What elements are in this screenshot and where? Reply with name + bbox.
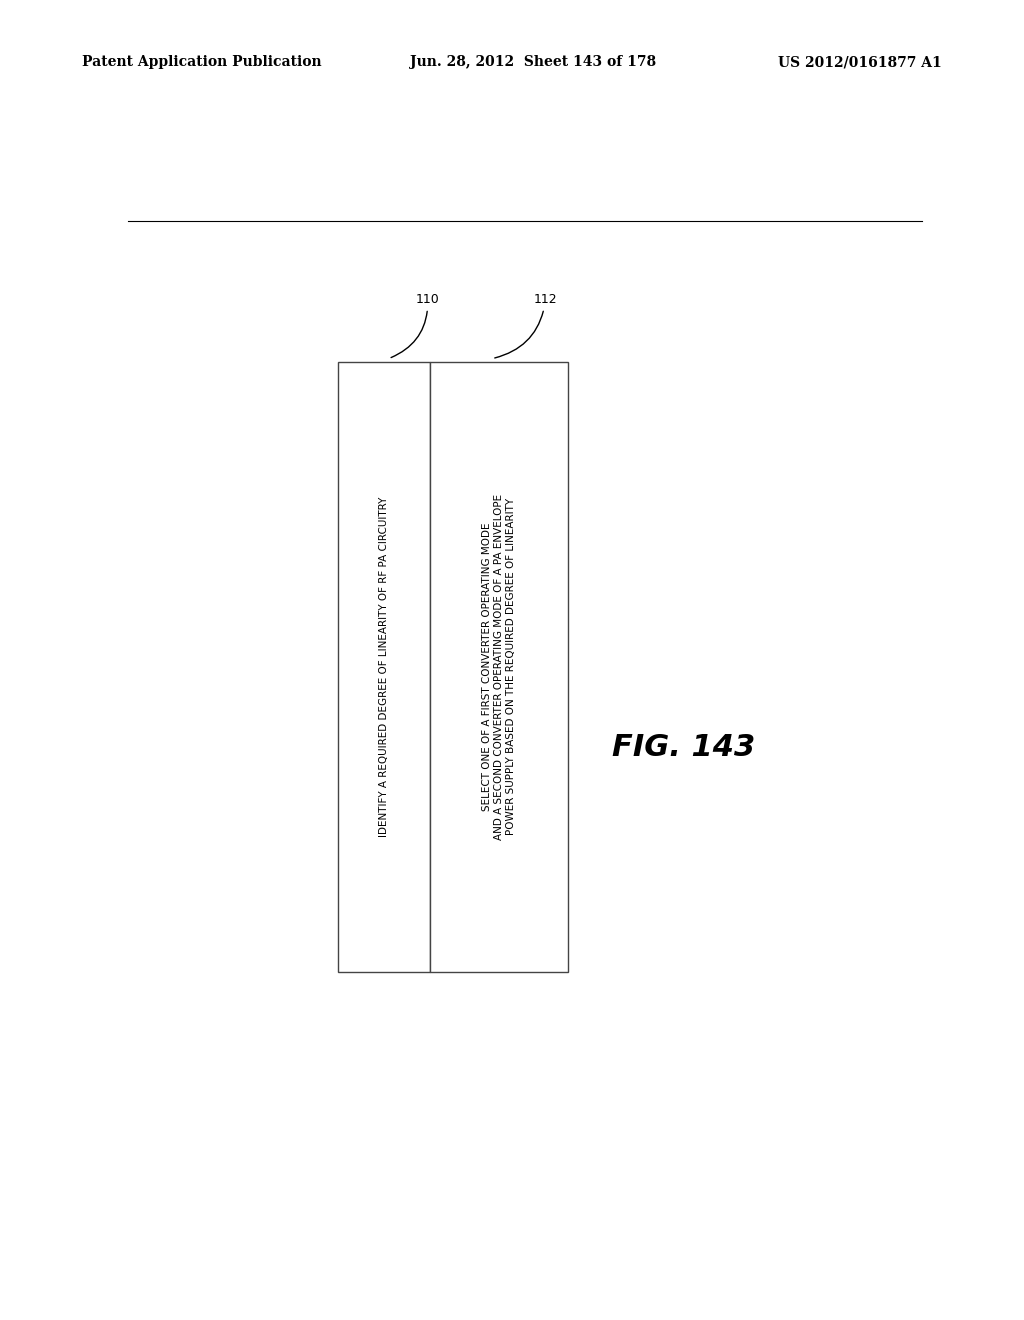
Text: Patent Application Publication: Patent Application Publication <box>82 55 322 70</box>
Text: SELECT ONE OF A FIRST CONVERTER OPERATING MODE
AND A SECOND CONVERTER OPERATING : SELECT ONE OF A FIRST CONVERTER OPERATIN… <box>482 494 516 840</box>
Bar <box>430 362 568 972</box>
Text: 110: 110 <box>391 293 439 358</box>
Text: FIG. 143: FIG. 143 <box>612 734 755 763</box>
Text: Jun. 28, 2012  Sheet 143 of 178: Jun. 28, 2012 Sheet 143 of 178 <box>410 55 655 70</box>
Text: US 2012/0161877 A1: US 2012/0161877 A1 <box>778 55 942 70</box>
Bar <box>338 362 430 972</box>
Text: 112: 112 <box>495 293 557 358</box>
Text: IDENTIFY A REQUIRED DEGREE OF LINEARITY OF RF PA CIRCUITRY: IDENTIFY A REQUIRED DEGREE OF LINEARITY … <box>379 496 389 837</box>
